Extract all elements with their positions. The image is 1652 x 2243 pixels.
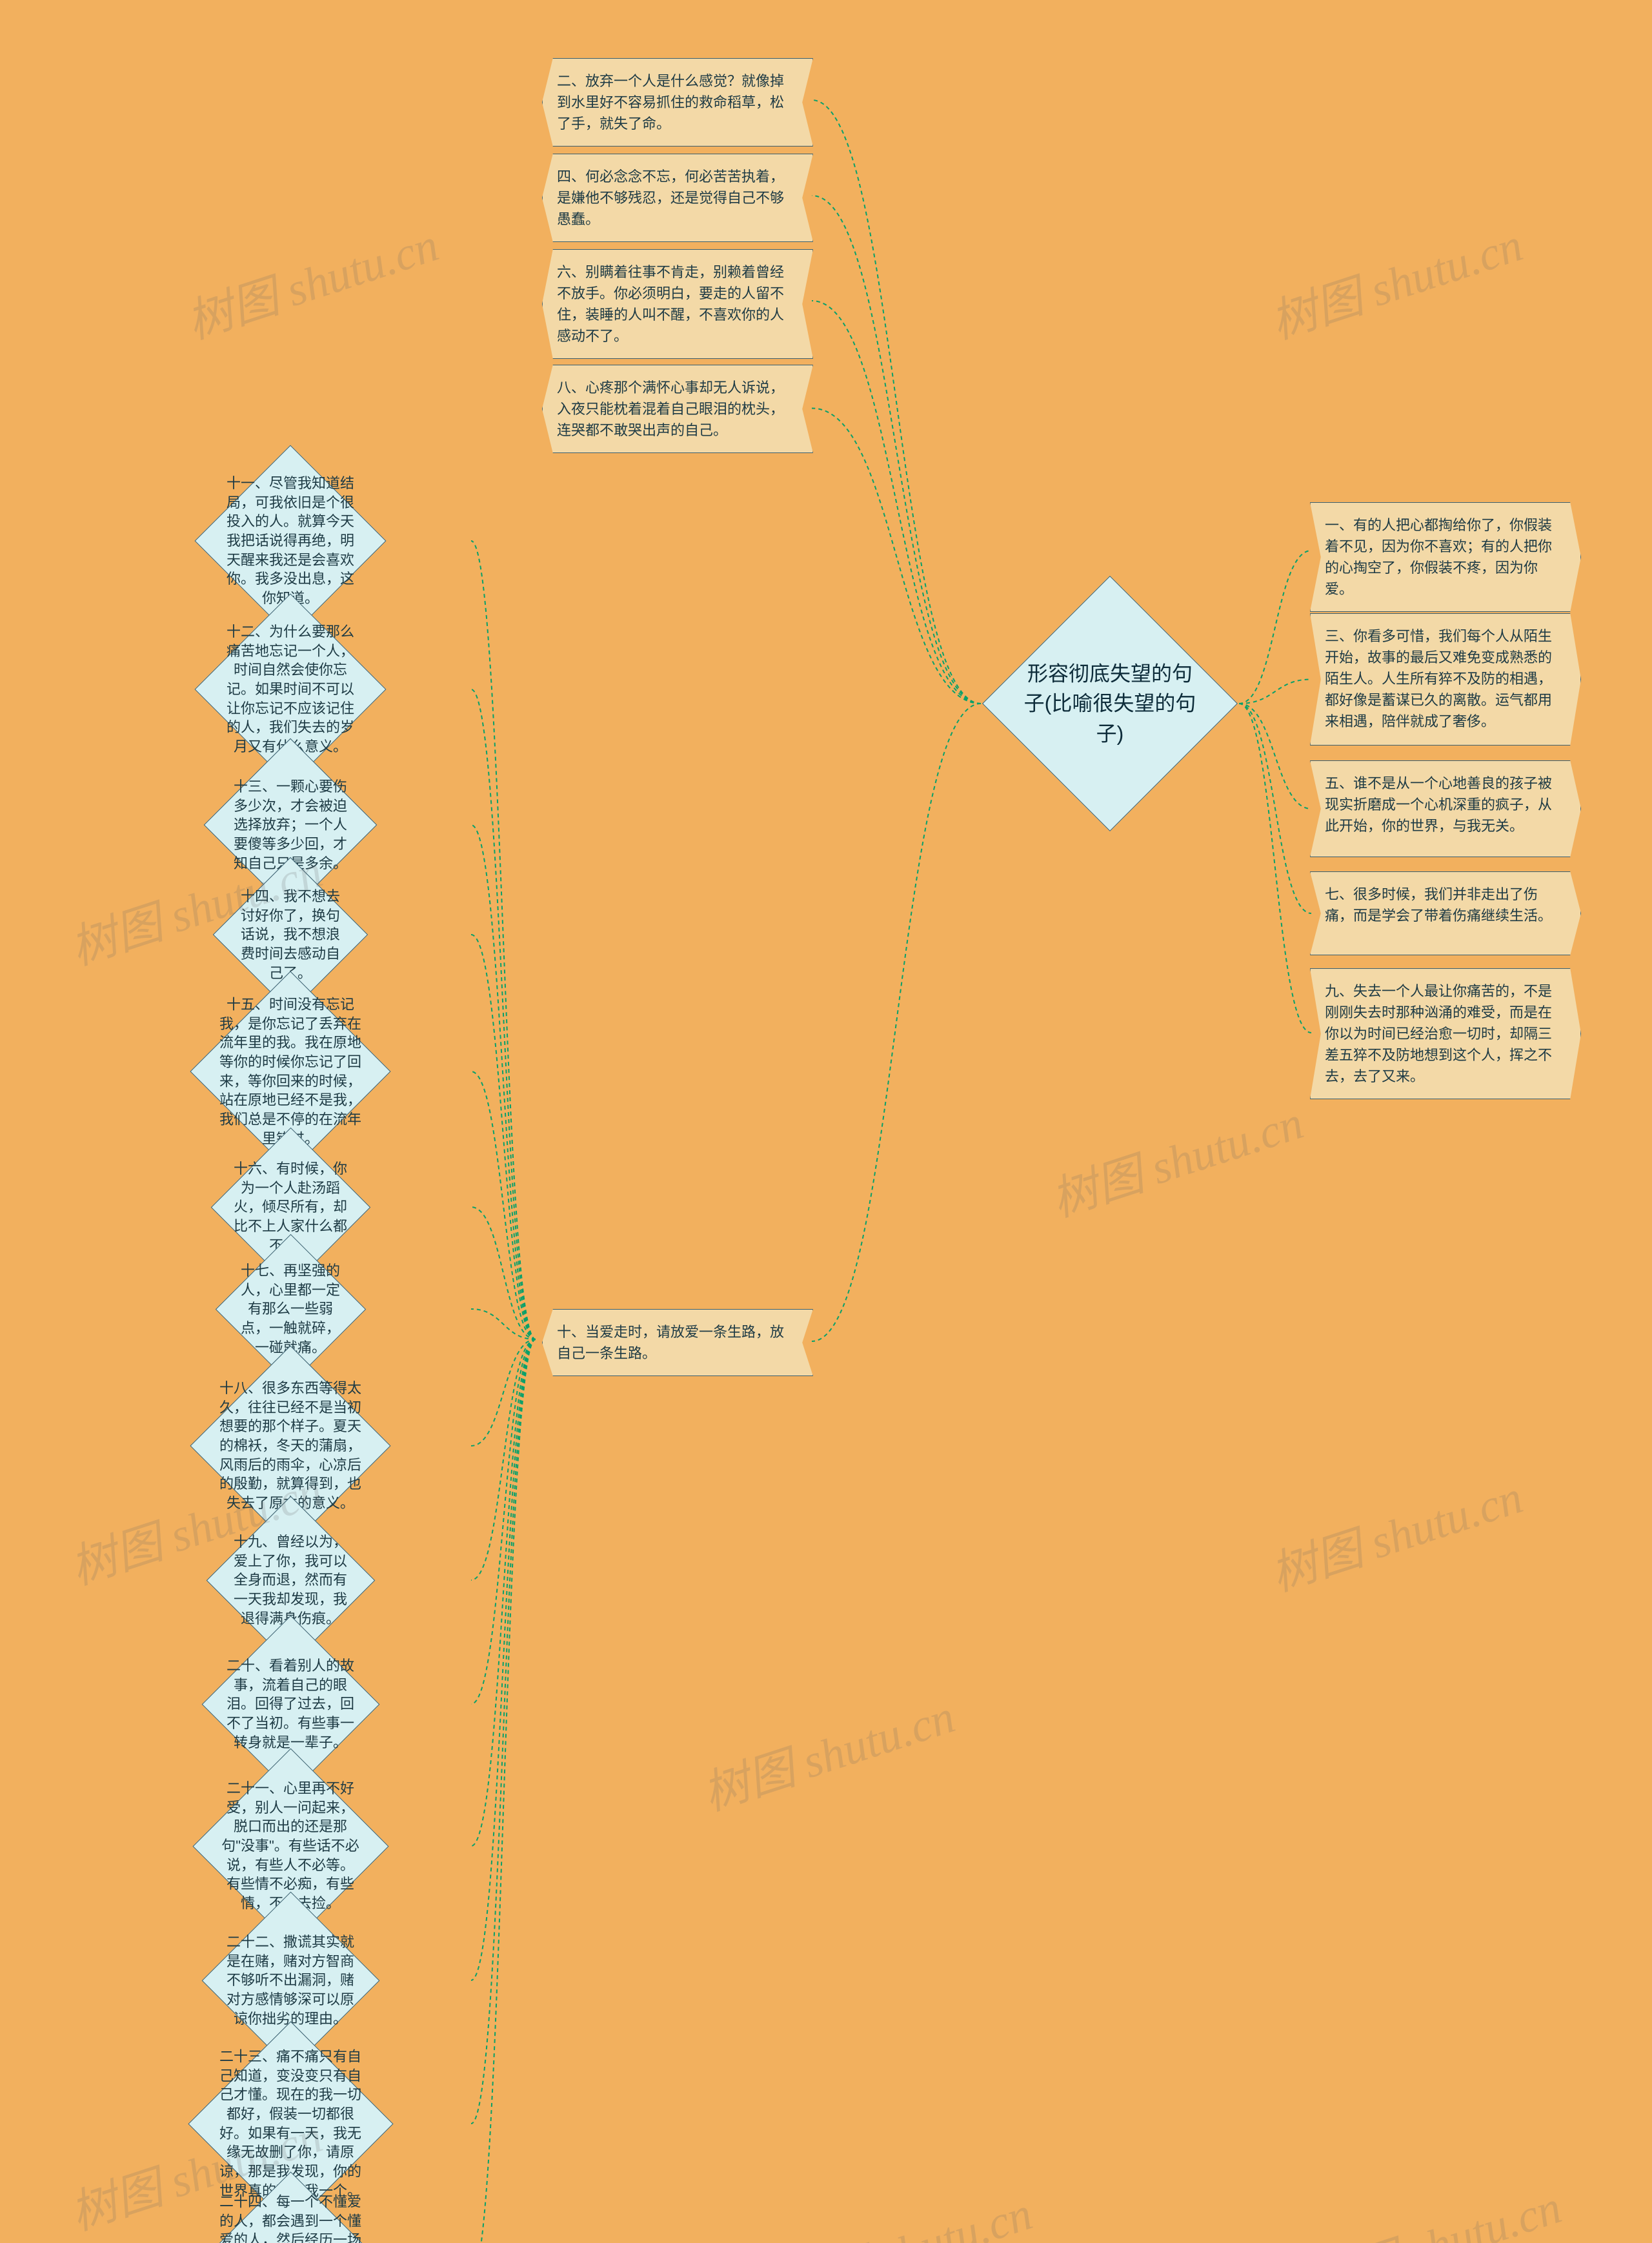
mid_tags-node: 八、心疼那个满怀心事却无人诉说，入夜只能枕着混着自己眼泪的枕头，连哭都不敢哭出声… (542, 365, 813, 453)
mid_tags-node: 四、何必念念不忘，何必苦苦执着，是嫌他不够残忍，还是觉得自己不够愚蠢。 (542, 154, 813, 242)
mid_tags-node: 十、当爱走时，请放爱一条生路，放自己一条生路。 (542, 1309, 813, 1376)
left_diamonds-node: 十二、为什么要那么痛苦地忘记一个人，时间自然会使你忘记。如果时间不可以让你忘记不… (223, 622, 358, 757)
right_tags-node: 三、你看多可惜，我们每个人从陌生开始，故事的最后又难免变成熟悉的陌生人。人生所有… (1310, 613, 1581, 746)
diamond-label: 二十、看着别人的故事，流着自己的眼泪。回得了过去，回不了当初。有些事一转身就是一… (208, 1656, 372, 1752)
watermark: 树图 shutu.cn (1261, 1459, 1530, 1604)
diamond-label: 十二、为什么要那么痛苦地忘记一个人，时间自然会使你忘记。如果时间不可以让你忘记不… (203, 622, 379, 756)
mid_tags-node: 六、别瞒着往事不肯走，别赖着曾经不放手。你必须明白，要走的人留不住，装睡的人叫不… (542, 249, 813, 359)
diamond-label: 十四、我不想去讨好你了，换句话说，我不想浪费时间去感动自己了。 (219, 887, 362, 982)
diamond-label: 十九、曾经以为，爱上了你，我可以全身而退，然而有一天我却发现，我退得满身伤痕。 (213, 1532, 368, 1628)
mid_tags-node: 二、放弃一个人是什么感觉？就像掉到水里好不容易抓住的救命稻草，松了手，就失了命。 (542, 58, 813, 147)
mindmap-canvas: 形容彻底失望的句子(比喻很失望的句子) 十一、尽管我知道结局，可我依旧是个很投入… (0, 0, 1652, 2243)
right_tags-node: 九、失去一个人最让你痛苦的，不是刚刚失去时那种汹涌的难受，而是在你以为时间已经治… (1310, 968, 1581, 1099)
diamond-label: 十五、时间没有忘记我，是你忘记了丢弃在流年里的我。我在原地等你的时候你忘记了回来… (198, 995, 383, 1148)
watermark: 树图 shutu.cn (1261, 207, 1530, 352)
watermark: 树图 shutu.cn (693, 1678, 962, 1823)
watermark: 树图 shutu.cn (771, 2175, 1040, 2243)
diamond-label: 二十二、撒谎其实就是在赌，赌对方智商不够听不出漏洞，赌对方感情够深可以原谅你拙劣… (208, 1933, 372, 2028)
diamond-label: 十一、尽管我知道结局，可我依旧是个很投入的人。就算今天我把话说得再绝，明天醒来我… (203, 474, 379, 608)
left_diamonds-node: 十五、时间没有忘记我，是你忘记了丢弃在流年里的我。我在原地等你的时候你忘记了回来… (219, 1000, 361, 1142)
diamond-label: 十八、很多东西等得太久，往往已经不是当初想要的那个样子。夏天的棉袄，冬天的蒲扇，… (198, 1379, 383, 1513)
diamond-label: 十七、再坚强的人，心里都一定有那么一些弱点，一触就碎，一碰就痛。 (221, 1261, 360, 1357)
root-node: 形容彻底失望的句子(比喻很失望的句子) (1020, 613, 1200, 794)
root-label: 形容彻底失望的句子(比喻很失望的句子) (992, 658, 1227, 748)
diamond-label: 二十四、每一个不懂爱的人，都会遇到一个懂爱的人，然后经历一场撕心裂肺的爱情。然后… (192, 2192, 389, 2243)
right_tags-node: 七、很多时候，我们并非走出了伤痛，而是学会了带着伤痛继续生活。 (1310, 871, 1581, 955)
right_tags-node: 一、有的人把心都掏给你了，你假装着不见，因为你不喜欢；有的人把你的心掏空了，你假… (1310, 502, 1581, 612)
watermark: 树图 shutu.cn (1300, 2169, 1569, 2243)
watermark: 树图 shutu.cn (177, 207, 446, 352)
left_diamonds-node: 十一、尽管我知道结局，可我依旧是个很投入的人。就算今天我把话说得再绝，明天醒来我… (223, 473, 358, 609)
left_diamonds-node: 二十四、每一个不懂爱的人，都会遇到一个懂爱的人，然后经历一场撕心裂肺的爱情。然后… (215, 2203, 367, 2243)
watermark: 树图 shutu.cn (1042, 1084, 1311, 1230)
right_tags-node: 五、谁不是从一个心地善良的孩子被现实折磨成一个心机深重的疯子，从此开始，你的世界… (1310, 760, 1581, 857)
